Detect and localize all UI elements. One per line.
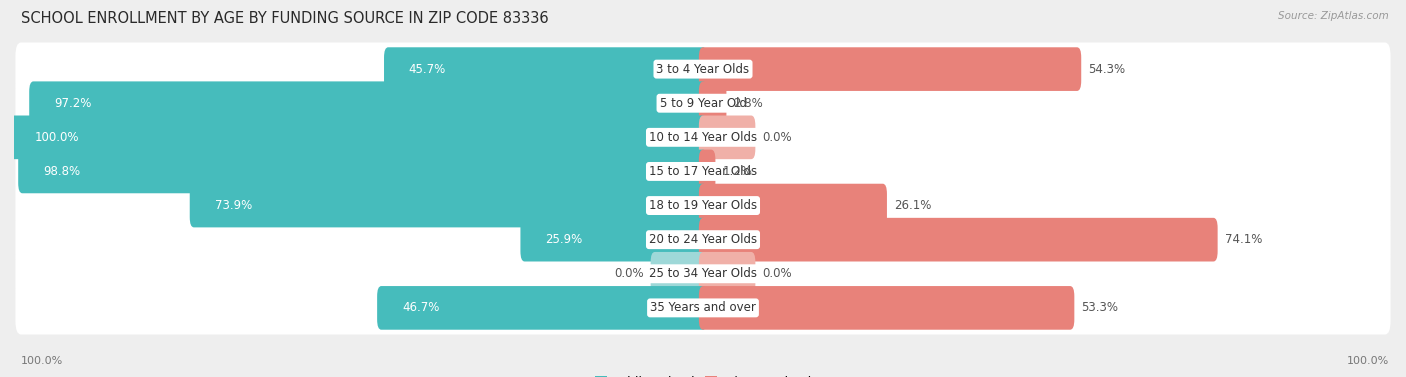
Text: 2.8%: 2.8% xyxy=(734,97,763,110)
FancyBboxPatch shape xyxy=(15,111,1391,164)
Text: 15 to 17 Year Olds: 15 to 17 Year Olds xyxy=(650,165,756,178)
FancyBboxPatch shape xyxy=(15,247,1391,300)
FancyBboxPatch shape xyxy=(18,150,707,193)
Text: 73.9%: 73.9% xyxy=(215,199,252,212)
Text: 45.7%: 45.7% xyxy=(409,63,446,76)
Text: 98.8%: 98.8% xyxy=(44,165,80,178)
Text: SCHOOL ENROLLMENT BY AGE BY FUNDING SOURCE IN ZIP CODE 83336: SCHOOL ENROLLMENT BY AGE BY FUNDING SOUR… xyxy=(21,11,548,26)
FancyBboxPatch shape xyxy=(14,52,1392,325)
FancyBboxPatch shape xyxy=(377,286,707,330)
Text: 100.0%: 100.0% xyxy=(21,356,63,366)
FancyBboxPatch shape xyxy=(699,47,1081,91)
Text: 0.0%: 0.0% xyxy=(614,267,644,280)
Text: 3 to 4 Year Olds: 3 to 4 Year Olds xyxy=(657,63,749,76)
Text: 26.1%: 26.1% xyxy=(894,199,931,212)
Text: 54.3%: 54.3% xyxy=(1088,63,1125,76)
Legend: Public School, Private School: Public School, Private School xyxy=(595,375,811,377)
FancyBboxPatch shape xyxy=(520,218,707,262)
Text: 97.2%: 97.2% xyxy=(53,97,91,110)
Text: 18 to 19 Year Olds: 18 to 19 Year Olds xyxy=(650,199,756,212)
FancyBboxPatch shape xyxy=(384,47,707,91)
Text: 1.2%: 1.2% xyxy=(723,165,752,178)
Text: 35 Years and over: 35 Years and over xyxy=(650,301,756,314)
Text: 0.0%: 0.0% xyxy=(762,131,792,144)
Text: 25 to 34 Year Olds: 25 to 34 Year Olds xyxy=(650,267,756,280)
Text: 74.1%: 74.1% xyxy=(1225,233,1263,246)
FancyBboxPatch shape xyxy=(30,81,707,125)
FancyBboxPatch shape xyxy=(15,281,1391,334)
FancyBboxPatch shape xyxy=(10,115,707,159)
Text: 0.0%: 0.0% xyxy=(762,267,792,280)
Text: 100.0%: 100.0% xyxy=(35,131,79,144)
FancyBboxPatch shape xyxy=(699,252,755,296)
Text: 100.0%: 100.0% xyxy=(1347,356,1389,366)
Text: Source: ZipAtlas.com: Source: ZipAtlas.com xyxy=(1278,11,1389,21)
Text: 5 to 9 Year Old: 5 to 9 Year Old xyxy=(659,97,747,110)
FancyBboxPatch shape xyxy=(699,286,1074,330)
FancyBboxPatch shape xyxy=(699,218,1218,262)
FancyBboxPatch shape xyxy=(699,184,887,227)
FancyBboxPatch shape xyxy=(15,179,1391,232)
FancyBboxPatch shape xyxy=(15,145,1391,198)
Text: 20 to 24 Year Olds: 20 to 24 Year Olds xyxy=(650,233,756,246)
FancyBboxPatch shape xyxy=(699,150,716,193)
FancyBboxPatch shape xyxy=(190,184,707,227)
FancyBboxPatch shape xyxy=(699,115,755,159)
Text: 25.9%: 25.9% xyxy=(546,233,582,246)
Text: 46.7%: 46.7% xyxy=(402,301,439,314)
FancyBboxPatch shape xyxy=(699,81,727,125)
FancyBboxPatch shape xyxy=(15,77,1391,130)
Text: 10 to 14 Year Olds: 10 to 14 Year Olds xyxy=(650,131,756,144)
FancyBboxPatch shape xyxy=(15,213,1391,266)
FancyBboxPatch shape xyxy=(651,252,707,296)
FancyBboxPatch shape xyxy=(15,43,1391,96)
Text: 53.3%: 53.3% xyxy=(1081,301,1118,314)
